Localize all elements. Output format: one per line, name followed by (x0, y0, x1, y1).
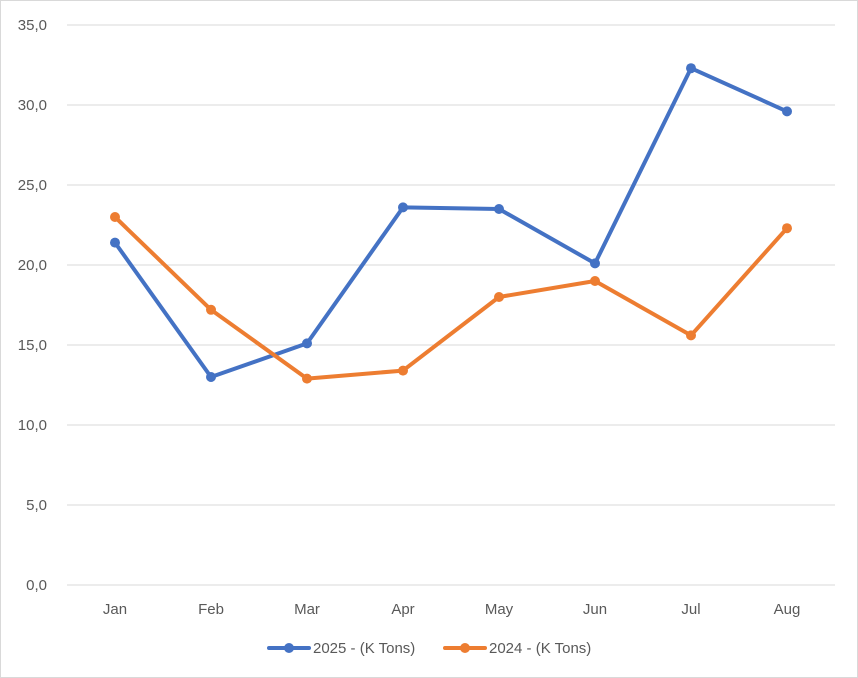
y-tick-label: 30,0 (18, 97, 47, 114)
y-tick-label: 35,0 (18, 17, 47, 34)
y-tick-label: 10,0 (18, 417, 47, 434)
x-tick-label: Apr (391, 601, 414, 618)
legend: 2025 - (K Tons) 2024 - (K Tons) (267, 640, 591, 657)
x-tick-label: Feb (198, 601, 224, 618)
gridlines (67, 24, 835, 586)
data-point (302, 338, 312, 349)
legend-marker (284, 643, 294, 653)
series-1 (110, 63, 792, 382)
data-point (494, 292, 504, 302)
x-tick-label: Jan (103, 601, 127, 618)
y-tick-label: 25,0 (18, 177, 47, 194)
y-tick-label: 20,0 (18, 257, 47, 274)
y-tick-label: 15,0 (18, 337, 47, 354)
series-line (113, 66, 789, 379)
series-2 (110, 212, 792, 384)
legend-item: 2024 - (K Tons) (443, 640, 591, 657)
data-point (686, 330, 696, 341)
data-point (206, 372, 216, 382)
y-axis-ticks: 0,0 5,0 10,0 15,0 20,0 25,0 30,0 35,0 (18, 17, 47, 594)
data-point (590, 258, 600, 269)
legend-marker (460, 643, 470, 653)
x-tick-label: Jul (681, 601, 700, 618)
data-point (398, 202, 408, 213)
x-tick-label: Mar (294, 601, 320, 618)
data-point (206, 304, 216, 315)
legend-label: 2024 - (K Tons) (489, 640, 591, 657)
x-tick-label: May (485, 601, 514, 618)
x-axis-ticks: Jan Feb Mar Apr May Jun Jul Aug (103, 601, 800, 618)
data-point (110, 212, 120, 222)
x-tick-label: Jun (583, 601, 607, 618)
data-point (302, 373, 312, 384)
data-point (494, 204, 504, 214)
data-point (110, 237, 120, 248)
legend-item: 2025 - (K Tons) (267, 640, 415, 657)
x-tick-label: Aug (774, 601, 801, 618)
series-line (113, 215, 789, 381)
series (110, 63, 792, 384)
data-point (686, 63, 696, 74)
data-point (590, 276, 600, 286)
y-tick-label: 5,0 (26, 497, 47, 514)
y-tick-label: 0,0 (26, 577, 47, 594)
data-point (398, 365, 408, 376)
data-point (782, 106, 792, 117)
data-point (782, 223, 792, 234)
legend-label: 2025 - (K Tons) (313, 640, 415, 657)
